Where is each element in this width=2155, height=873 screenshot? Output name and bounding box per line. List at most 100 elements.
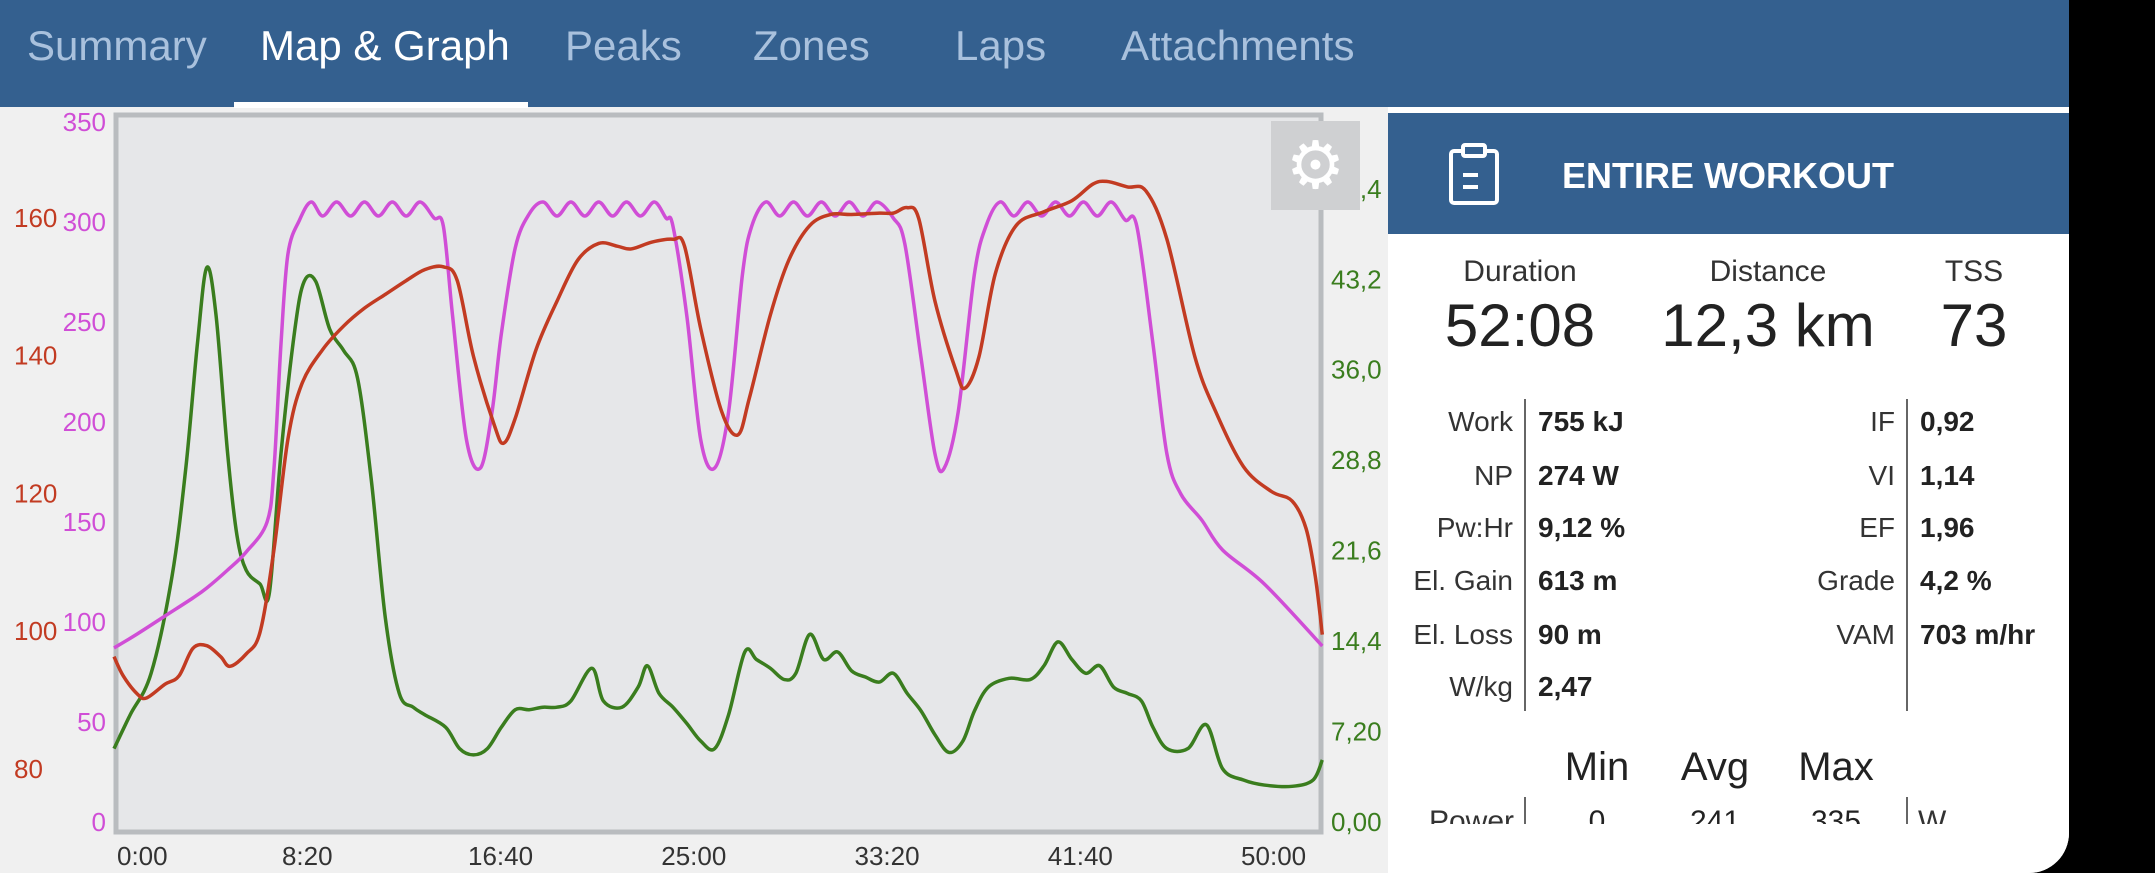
power-line bbox=[113, 200, 1324, 650]
tab-summary[interactable]: Summary bbox=[27, 22, 207, 69]
time-axis-tick: 0:00 bbox=[117, 841, 168, 871]
summary-tss: TSS 73 bbox=[1824, 255, 2069, 360]
duration-value: 52:08 bbox=[1444, 292, 1596, 359]
stat-row: Grade 4,2 % bbox=[1388, 565, 2069, 605]
panel-title: ENTIRE WORKOUT bbox=[1562, 155, 1894, 196]
speed-axis-tick: 21,6 bbox=[1331, 536, 1382, 566]
speed-axis-tick: 36,0 bbox=[1331, 355, 1382, 385]
stat-value: 274 W bbox=[1538, 460, 1619, 491]
stat-value: 0,92 bbox=[1920, 406, 1975, 437]
stat-row: El. Loss 90 m bbox=[1388, 619, 2069, 659]
summary-distance: Distance 12,3 km bbox=[1618, 255, 1918, 360]
summary-duration: Duration 52:08 bbox=[1370, 255, 1670, 360]
avg-header: Avg bbox=[1680, 745, 1750, 789]
tss-label: TSS bbox=[1944, 255, 2004, 288]
speed-axis-tick: 14,4 bbox=[1331, 626, 1382, 656]
stat-label: EF bbox=[1859, 512, 1895, 543]
workout-graph[interactable]: 0 50 100 150 200 250 300 350 80 100 120 140 160 0,00 7… bbox=[0, 0, 1388, 873]
stat-row: VI 1,14 bbox=[1388, 460, 2069, 500]
stat-label: NP bbox=[1474, 460, 1513, 491]
stat-value: 1,96 bbox=[1920, 512, 1975, 543]
stat-row: Work 755 kJ bbox=[1388, 406, 2069, 446]
heart-rate-axis-tick: 140 bbox=[14, 341, 57, 371]
stat-label: Work bbox=[1448, 406, 1513, 437]
speed-axis-tick: 7,20 bbox=[1331, 716, 1382, 746]
stat-value: 613 m bbox=[1538, 565, 1618, 596]
stat-label: W/kg bbox=[1449, 671, 1513, 702]
stat-label: Pw:Hr bbox=[1436, 512, 1513, 543]
time-axis-tick: 50:00 bbox=[1241, 841, 1306, 871]
heart-rate-axis-tick: 120 bbox=[14, 478, 57, 508]
stat-value: 703 m/hr bbox=[1920, 619, 2036, 650]
stat-value: 9,12 % bbox=[1538, 512, 1626, 543]
right-stats-divider bbox=[1906, 399, 1908, 711]
time-axis-tick: 25:00 bbox=[661, 841, 726, 871]
time-axis-tick: 16:40 bbox=[468, 841, 533, 871]
speed-line bbox=[112, 265, 1324, 789]
stat-label: VI bbox=[1868, 460, 1895, 491]
time-axis-tick: 8:20 bbox=[282, 841, 333, 871]
left-stats-divider bbox=[1524, 399, 1526, 711]
power-min: 0 bbox=[1588, 805, 1606, 824]
heart-rate-axis-tick: 100 bbox=[14, 616, 57, 646]
mma-table: Power 0 241 335 W bbox=[1388, 797, 2069, 824]
speed-axis-tick: 0,00 bbox=[1331, 807, 1382, 837]
power-axis-tick: 50 bbox=[77, 707, 106, 737]
max-header: Max bbox=[1798, 745, 1874, 789]
heart-rate-axis-tick: 80 bbox=[14, 754, 43, 784]
stat-value: 4,2 % bbox=[1920, 565, 1992, 596]
power-avg: 241 bbox=[1689, 805, 1741, 824]
stat-value: 755 kJ bbox=[1538, 406, 1624, 437]
stat-row: VAM 703 m/hr bbox=[1388, 619, 2069, 659]
clipboard-icon bbox=[1449, 143, 1499, 205]
stat-value: 2,47 bbox=[1538, 671, 1593, 702]
mma-divider-right bbox=[1906, 797, 1908, 824]
stat-row: El. Gain 613 m bbox=[1388, 565, 2069, 605]
power-axis-tick: 150 bbox=[63, 507, 106, 537]
tab-peaks[interactable]: Peaks bbox=[565, 22, 682, 69]
stat-label: El. Loss bbox=[1413, 619, 1513, 650]
stat-row: NP 274 W bbox=[1388, 460, 2069, 500]
graph-settings-button[interactable]: ⚙ bbox=[1271, 121, 1360, 210]
stat-label: El. Gain bbox=[1413, 565, 1513, 596]
workout-summary-panel: ENTIRE WORKOUT Duration 52:08 Distance 1… bbox=[1388, 107, 2069, 873]
tab-attachments[interactable]: Attachments bbox=[1121, 22, 1355, 69]
power-axis-tick: 300 bbox=[63, 207, 106, 237]
stat-row: Pw:Hr 9,12 % bbox=[1388, 512, 2069, 552]
time-axis-tick: 33:20 bbox=[855, 841, 920, 871]
power-axis-tick: 250 bbox=[63, 307, 106, 337]
power-axis-tick: 0 bbox=[92, 807, 106, 837]
stat-value: 90 m bbox=[1538, 619, 1602, 650]
distance-value: 12,3 km bbox=[1661, 292, 1875, 359]
panel-header: ENTIRE WORKOUT bbox=[1388, 113, 2069, 234]
plot-area bbox=[113, 112, 1324, 835]
app-window: Summary Map & Graph Peaks Zones Laps Att… bbox=[0, 0, 2069, 873]
stat-row: EF 1,96 bbox=[1388, 512, 2069, 552]
heart-rate-line bbox=[112, 179, 1325, 701]
distance-label: Distance bbox=[1709, 255, 1827, 288]
power-max: 335 bbox=[1810, 805, 1862, 824]
gear-icon: ⚙ bbox=[1285, 126, 1346, 204]
stat-row: W/kg 2,47 bbox=[1388, 671, 2069, 711]
stat-label: Grade bbox=[1817, 565, 1895, 596]
tss-value: 73 bbox=[1940, 292, 2008, 359]
power-row-label: Power bbox=[1428, 805, 1514, 824]
duration-label: Duration bbox=[1463, 255, 1577, 288]
active-tab-indicator bbox=[234, 102, 528, 108]
min-header: Min bbox=[1564, 745, 1630, 789]
power-unit: W bbox=[1918, 805, 1947, 824]
power-axis-tick: 100 bbox=[63, 607, 106, 637]
stat-label: IF bbox=[1870, 406, 1895, 437]
time-axis-tick: 41:40 bbox=[1048, 841, 1113, 871]
stat-label: VAM bbox=[1836, 619, 1895, 650]
heart-rate-axis-tick: 160 bbox=[14, 203, 57, 233]
tab-laps[interactable]: Laps bbox=[955, 22, 1047, 69]
speed-axis-tick: 28,8 bbox=[1331, 445, 1382, 475]
stat-row: IF 0,92 bbox=[1388, 406, 2069, 446]
power-axis-tick: 200 bbox=[63, 407, 106, 437]
stat-value: 1,14 bbox=[1920, 460, 1975, 491]
speed-axis-tick: 43,2 bbox=[1331, 264, 1382, 294]
tab-map-graph[interactable]: Map & Graph bbox=[260, 22, 510, 69]
tab-zones[interactable]: Zones bbox=[753, 22, 870, 69]
tab-bar: Summary Map & Graph Peaks Zones Laps Att… bbox=[0, 0, 2069, 108]
